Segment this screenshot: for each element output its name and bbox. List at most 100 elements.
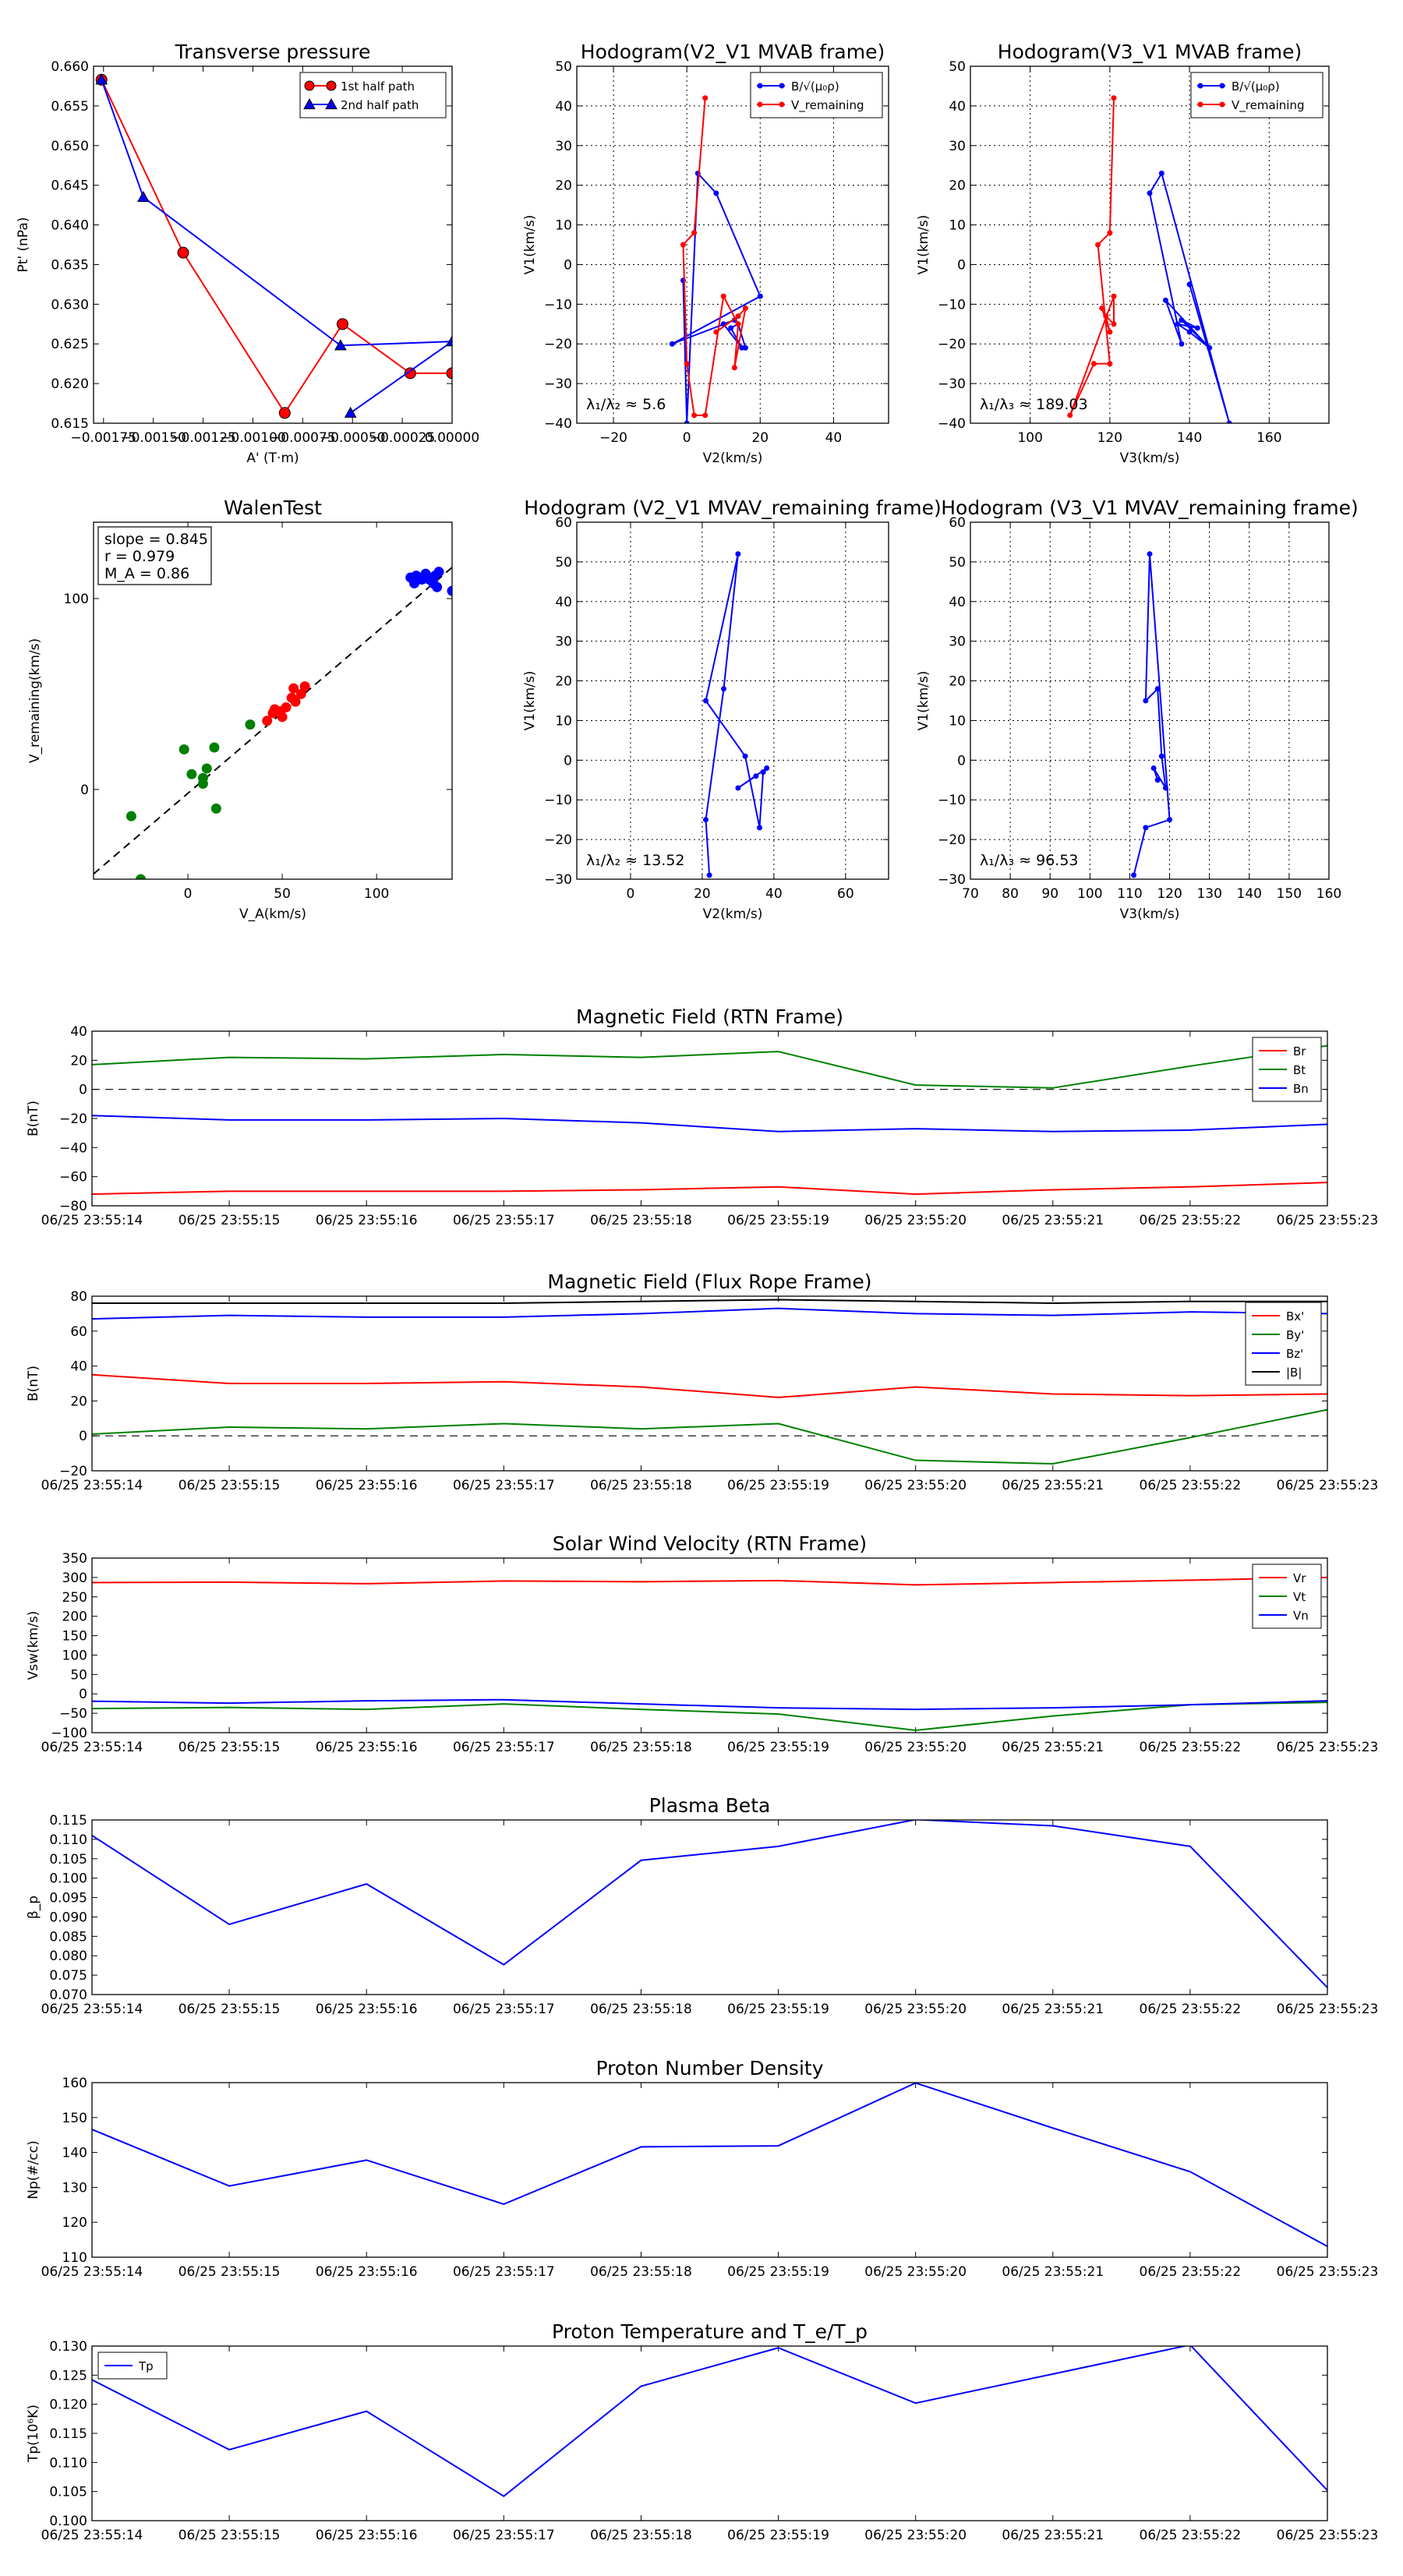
data-point <box>703 698 709 704</box>
x-tick-label: 06/25 23:55:20 <box>864 2002 967 2017</box>
data-point <box>742 305 748 311</box>
y-tick-label: −10 <box>938 297 966 313</box>
x-tick-label: 06/25 23:55:20 <box>864 2264 967 2280</box>
x-tick-label: 06/25 23:55:21 <box>1002 1213 1104 1228</box>
y-tick-label: 0.650 <box>51 139 89 154</box>
y-tick-label: −10 <box>938 793 966 808</box>
data-point <box>125 811 136 822</box>
x-tick-label: 06/25 23:55:14 <box>41 2528 143 2543</box>
y-tick-label: 50 <box>70 1667 87 1683</box>
x-tick-label: 06/25 23:55:21 <box>1002 2002 1104 2017</box>
y-tick-label: −40 <box>59 1140 87 1156</box>
plot-border <box>970 521 1330 880</box>
chart-mf_rtn: −80 −60 −40 −20 0 20 40 06/25 23:55:14 06/25 23:… <box>26 1005 1378 1228</box>
x-tick-label: 06/25 23:55:23 <box>1277 2528 1379 2543</box>
data-point <box>1111 293 1117 299</box>
y-tick-label: 150 <box>62 2111 87 2126</box>
y-tick-label: 20 <box>70 1053 87 1069</box>
x-tick-label: 06/25 23:55:14 <box>41 1478 143 1493</box>
y-axis-label: V1(km/s) <box>916 671 931 731</box>
chart-title: Magnetic Field (Flux Rope Frame) <box>547 1270 871 1293</box>
legend: B/√(μ₀ρ) V_remaining <box>1190 72 1323 118</box>
y-tick-label: 0 <box>564 257 572 273</box>
x-tick-label: 06/25 23:55:20 <box>864 1740 967 1755</box>
x-tick-label: 06/25 23:55:18 <box>590 2264 692 2280</box>
y-tick-label: −80 <box>59 1199 87 1214</box>
y-tick-label: 0 <box>564 753 572 769</box>
data-point <box>742 753 748 759</box>
y-tick-label: 10 <box>949 218 966 234</box>
y-tick-label: −20 <box>544 832 572 848</box>
plot-border <box>91 1295 1328 1472</box>
y-tick-label: 0 <box>957 257 966 273</box>
data-point <box>1179 317 1185 323</box>
data-point <box>735 785 741 791</box>
legend-label: 2nd half path <box>341 98 419 112</box>
x-tick-label: 06/25 23:55:22 <box>1140 2528 1242 2543</box>
data-point <box>1167 817 1173 823</box>
data-point <box>735 313 741 320</box>
x-tick-label: 100 <box>1017 430 1042 446</box>
chart-mf_fr: −20 0 20 40 60 80 06/25 23:55:14 06/25 23:55:15… <box>26 1270 1378 1493</box>
y-tick-label: −60 <box>59 1170 87 1186</box>
legend-label: Bx' <box>1286 1309 1304 1323</box>
y-tick-label: 0 <box>79 1429 87 1444</box>
x-tick-label: 40 <box>825 430 843 446</box>
x-tick-label: −0.00100 <box>220 430 286 446</box>
legend-box <box>1190 72 1323 118</box>
data-point <box>197 779 208 790</box>
series-line <box>92 1115 1327 1133</box>
data-point <box>433 567 444 578</box>
plot-area <box>92 1820 1327 1995</box>
y-tick-label: 0.640 <box>51 218 89 234</box>
y-axis-label: β_p <box>26 1896 41 1919</box>
plot-area <box>92 1031 1327 1206</box>
y-tick-label: 40 <box>555 595 572 610</box>
x-tick-label: 06/25 23:55:21 <box>1002 2264 1104 2280</box>
y-tick-label: 0.130 <box>49 2339 87 2355</box>
legend: Vr Vt Vn <box>1252 1564 1322 1629</box>
data-point <box>299 681 310 692</box>
series-line <box>101 79 452 415</box>
data-point <box>290 696 301 707</box>
y-tick-label: 0 <box>79 1687 87 1702</box>
y-tick-label: 100 <box>62 1648 87 1663</box>
y-tick-label: 40 <box>949 595 966 610</box>
data-point <box>201 763 212 774</box>
data-point <box>1162 785 1168 791</box>
y-tick-label: 20 <box>949 178 966 194</box>
x-axis-label: V3(km/s) <box>1120 451 1180 466</box>
y-tick-label: 10 <box>555 218 572 234</box>
x-axis-label: A' (T·m) <box>246 451 299 466</box>
y-tick-label: 50 <box>949 59 966 75</box>
plot-content <box>1067 95 1232 423</box>
y-tick-label: 150 <box>62 1629 87 1645</box>
data-point <box>278 407 291 419</box>
plot-border <box>576 521 889 880</box>
y-tick-label: 0 <box>80 783 89 798</box>
y-tick-label: 0.090 <box>49 1910 87 1925</box>
x-tick-label: 06/25 23:55:18 <box>590 2002 692 2017</box>
y-tick-label: −30 <box>938 872 966 888</box>
chart-title: Hodogram (V3_V1 MVAV_remaining frame) <box>941 496 1359 519</box>
data-point <box>735 551 741 557</box>
x-axis-label: V_A(km/s) <box>239 906 306 922</box>
data-point <box>1179 341 1185 347</box>
chart-title: Hodogram (V2_V1 MVAV_remaining frame) <box>524 496 942 519</box>
plot-content <box>92 1576 1327 1732</box>
x-tick-label: 06/25 23:55:18 <box>590 1478 692 1493</box>
x-tick-label: 06/25 23:55:15 <box>178 1478 281 1493</box>
legend-label: Tp <box>138 2359 154 2373</box>
legend-label: Vt <box>1293 1590 1306 1604</box>
y-tick-label: 100 <box>64 592 89 607</box>
x-tick-label: 06/25 23:55:22 <box>1140 1478 1242 1493</box>
legend-label: Vn <box>1293 1609 1309 1623</box>
data-marker <box>137 190 150 203</box>
y-tick-label: 20 <box>949 674 966 690</box>
data-point <box>691 412 698 419</box>
data-point <box>1162 297 1168 303</box>
data-point <box>721 686 727 692</box>
data-point <box>262 716 273 726</box>
y-axis-label: V1(km/s) <box>916 215 931 275</box>
